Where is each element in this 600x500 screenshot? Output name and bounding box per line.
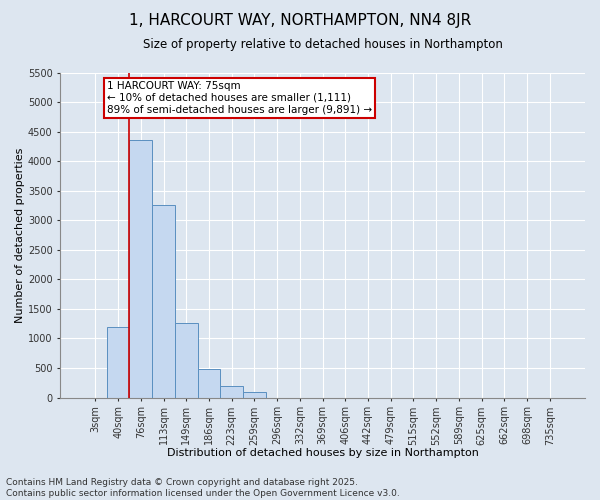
- Bar: [107, 326, 130, 398]
- X-axis label: Distribution of detached houses by size in Northampton: Distribution of detached houses by size …: [167, 448, 479, 458]
- Title: Size of property relative to detached houses in Northampton: Size of property relative to detached ho…: [143, 38, 503, 51]
- Bar: [175, 322, 197, 398]
- Bar: [130, 140, 152, 398]
- Y-axis label: Number of detached properties: Number of detached properties: [15, 148, 25, 322]
- Bar: [152, 206, 175, 398]
- Text: 1 HARCOURT WAY: 75sqm
← 10% of detached houses are smaller (1,111)
89% of semi-d: 1 HARCOURT WAY: 75sqm ← 10% of detached …: [107, 82, 372, 114]
- Bar: [220, 386, 243, 398]
- Bar: [197, 369, 220, 398]
- Text: 1, HARCOURT WAY, NORTHAMPTON, NN4 8JR: 1, HARCOURT WAY, NORTHAMPTON, NN4 8JR: [129, 12, 471, 28]
- Text: Contains HM Land Registry data © Crown copyright and database right 2025.
Contai: Contains HM Land Registry data © Crown c…: [6, 478, 400, 498]
- Bar: [243, 392, 266, 398]
